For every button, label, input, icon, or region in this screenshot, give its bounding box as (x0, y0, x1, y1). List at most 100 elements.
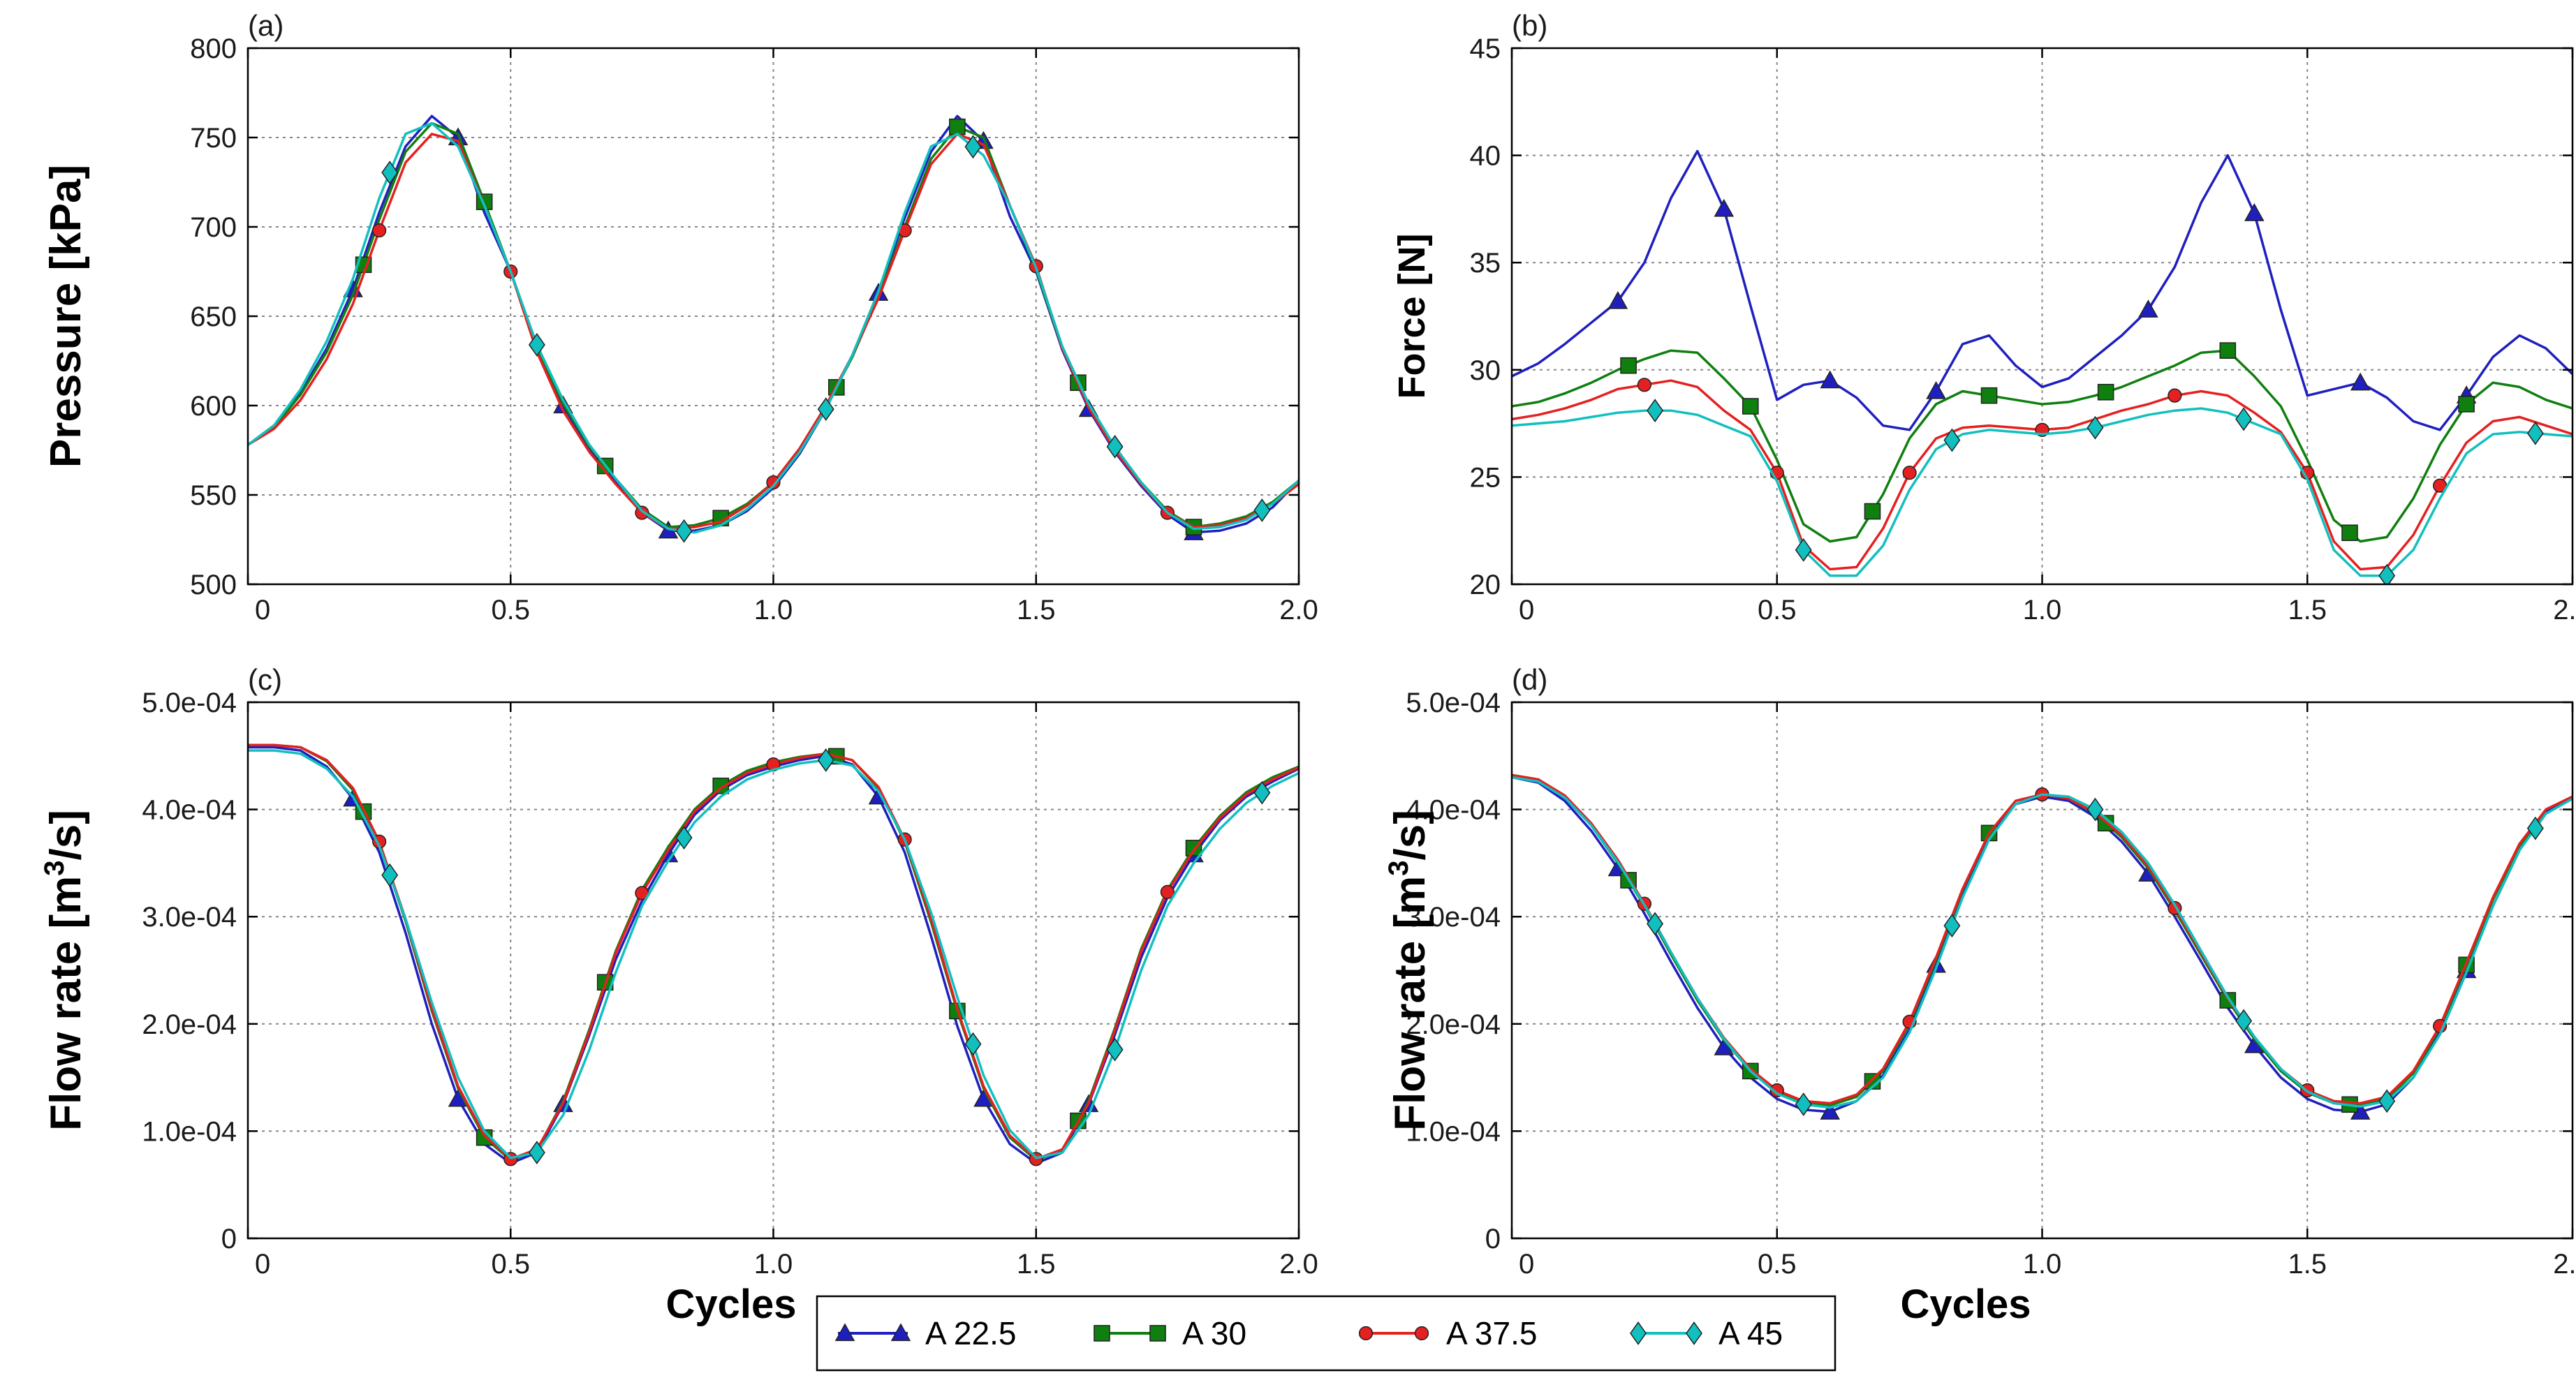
chart-panel-4: 0 0.5 1.0 1.5 2.0 0 1.0e-04 2.0e-04 3.0e-04 4.0e-… (1383, 663, 2576, 1280)
data-point-marker (2235, 407, 2253, 431)
data-point-marker (2378, 563, 2396, 584)
data-point-marker (712, 778, 730, 794)
y-tick-label: 0 (221, 1224, 237, 1254)
data-point-marker (949, 118, 966, 135)
y-tick-label: 5.0e-04 (142, 688, 237, 718)
y-tick-label: 3.0e-04 (1406, 902, 1501, 933)
y-axis-title: Flow rate [m3/s] (39, 810, 90, 1131)
data-point-marker (817, 748, 834, 772)
data-point-marker (381, 863, 399, 887)
x-tick-label: 0.5 (491, 1249, 530, 1280)
data-point-marker (1742, 398, 1759, 415)
data-point-marker (1926, 380, 1946, 399)
y-tick-label: 35 (1470, 248, 1501, 279)
legend-marker (1630, 1321, 1647, 1345)
data-point-marker (2097, 383, 2114, 401)
data-point-marker (381, 161, 399, 185)
x-tick-label: 2.0 (2553, 595, 2576, 625)
data-point-marker (675, 826, 693, 850)
data-point-marker (2244, 202, 2265, 221)
y-tick-label: 2.0e-04 (142, 1009, 237, 1040)
y-tick-label: 750 (190, 123, 237, 154)
y-tick-label: 3.0e-04 (142, 902, 237, 933)
legend-label: A 37.5 (1446, 1315, 1537, 1351)
y-tick-label: 2.0e-04 (1406, 1009, 1501, 1040)
panel-label: (a) (248, 9, 284, 42)
legend-marker (890, 1323, 911, 1342)
data-point-marker (1902, 466, 1917, 480)
data-point-marker (528, 333, 545, 357)
x-tick-label: 0.5 (1758, 595, 1797, 625)
chart-panel-3: 0 0.5 1.0 1.5 2.0 0 1.0e-04 2.0e-04 3.0e-04 4.0e-… (39, 663, 1318, 1280)
data-point-marker (2138, 299, 2158, 318)
y-tick-label: 30 (1470, 355, 1501, 386)
y-tick-label: 600 (190, 391, 237, 422)
x-tick-label: 1.5 (1017, 595, 1056, 625)
y-tick-label: 550 (190, 480, 237, 511)
legend-marker (1686, 1321, 1702, 1345)
legend-marker (1414, 1326, 1429, 1341)
legend-marker (1149, 1325, 1166, 1342)
data-point-marker (2219, 342, 2237, 359)
series-line-A-30 (1512, 349, 2573, 543)
data-point-marker (1106, 434, 1124, 459)
data-point-marker (2341, 524, 2358, 542)
legend: A 22.5 A 30 A 37.5 A 45 (816, 1295, 1837, 1372)
y-tick-label: 25 (1470, 462, 1501, 493)
data-point-marker (964, 1032, 982, 1056)
chart-panel-1: 0 0.5 1.0 1.5 2.0 500 550 600 650 700 750 800 (a) Pre… (42, 9, 1318, 625)
data-point-marker (1253, 780, 1271, 805)
y-tick-label: 700 (190, 212, 237, 243)
data-point-marker (372, 223, 387, 238)
x-tick-label: 1.5 (2288, 1249, 2327, 1280)
data-point-marker (2350, 372, 2371, 391)
data-point-marker (2235, 1009, 2253, 1033)
x-tick-label: 1.0 (2023, 1249, 2062, 1280)
chart-panel-2: 0 0.5 1.0 1.5 2.0 20 25 30 35 40 45 (b) Force [N] (1391, 9, 2576, 625)
series-group (1512, 773, 2573, 1120)
series-group (248, 114, 1299, 543)
data-point-marker (1864, 503, 1881, 520)
data-point-marker (817, 397, 834, 422)
series-line-A-45 (1512, 407, 2573, 577)
data-point-marker (528, 1141, 545, 1165)
x-axis-title-right: Cycles (1900, 1282, 2031, 1327)
data-point-marker (1160, 884, 1175, 899)
y-tick-label: 500 (190, 570, 237, 600)
data-point-marker (2167, 388, 2182, 403)
y-tick-label: 4.0e-04 (142, 795, 237, 826)
data-point-marker (2526, 816, 2544, 840)
data-point-marker (1253, 498, 1271, 522)
data-point-marker (1106, 1037, 1124, 1062)
y-axis-title: Pressure [kPa] (42, 165, 90, 468)
x-tick-label: 1.0 (754, 595, 793, 625)
x-tick-label: 2.0 (1279, 1249, 1318, 1280)
data-point-marker (675, 519, 693, 543)
legend-marker (1358, 1326, 1374, 1341)
data-point-marker (635, 505, 649, 520)
x-tick-label: 0 (255, 595, 270, 625)
data-point-marker (1714, 198, 1735, 217)
legend-label: A 22.5 (925, 1315, 1016, 1351)
data-point-marker (1943, 914, 1961, 937)
x-tick-label: 1.5 (1017, 1249, 1056, 1280)
data-point-marker (964, 135, 982, 159)
x-tick-label: 0.5 (491, 595, 530, 625)
legend-marker (1094, 1325, 1110, 1342)
data-point-marker (1943, 428, 1961, 452)
data-point-marker (2378, 1089, 2396, 1113)
data-point-marker (1620, 357, 1637, 374)
y-tick-label: 4.0e-04 (1406, 795, 1501, 826)
legend-label: A 45 (1718, 1315, 1783, 1351)
data-point-marker (2526, 421, 2544, 445)
data-point-marker (766, 475, 781, 490)
data-point-marker (1820, 370, 1840, 389)
x-tick-label: 1.5 (2288, 595, 2327, 625)
x-tick-label: 2.0 (2553, 1249, 2576, 1280)
y-tick-label: 650 (190, 302, 237, 332)
y-axis-title: Flow rate [m3/s] (1383, 810, 1434, 1131)
y-tick-label: 1.0e-04 (1406, 1116, 1501, 1147)
x-tick-label: 0.5 (1758, 1249, 1797, 1280)
